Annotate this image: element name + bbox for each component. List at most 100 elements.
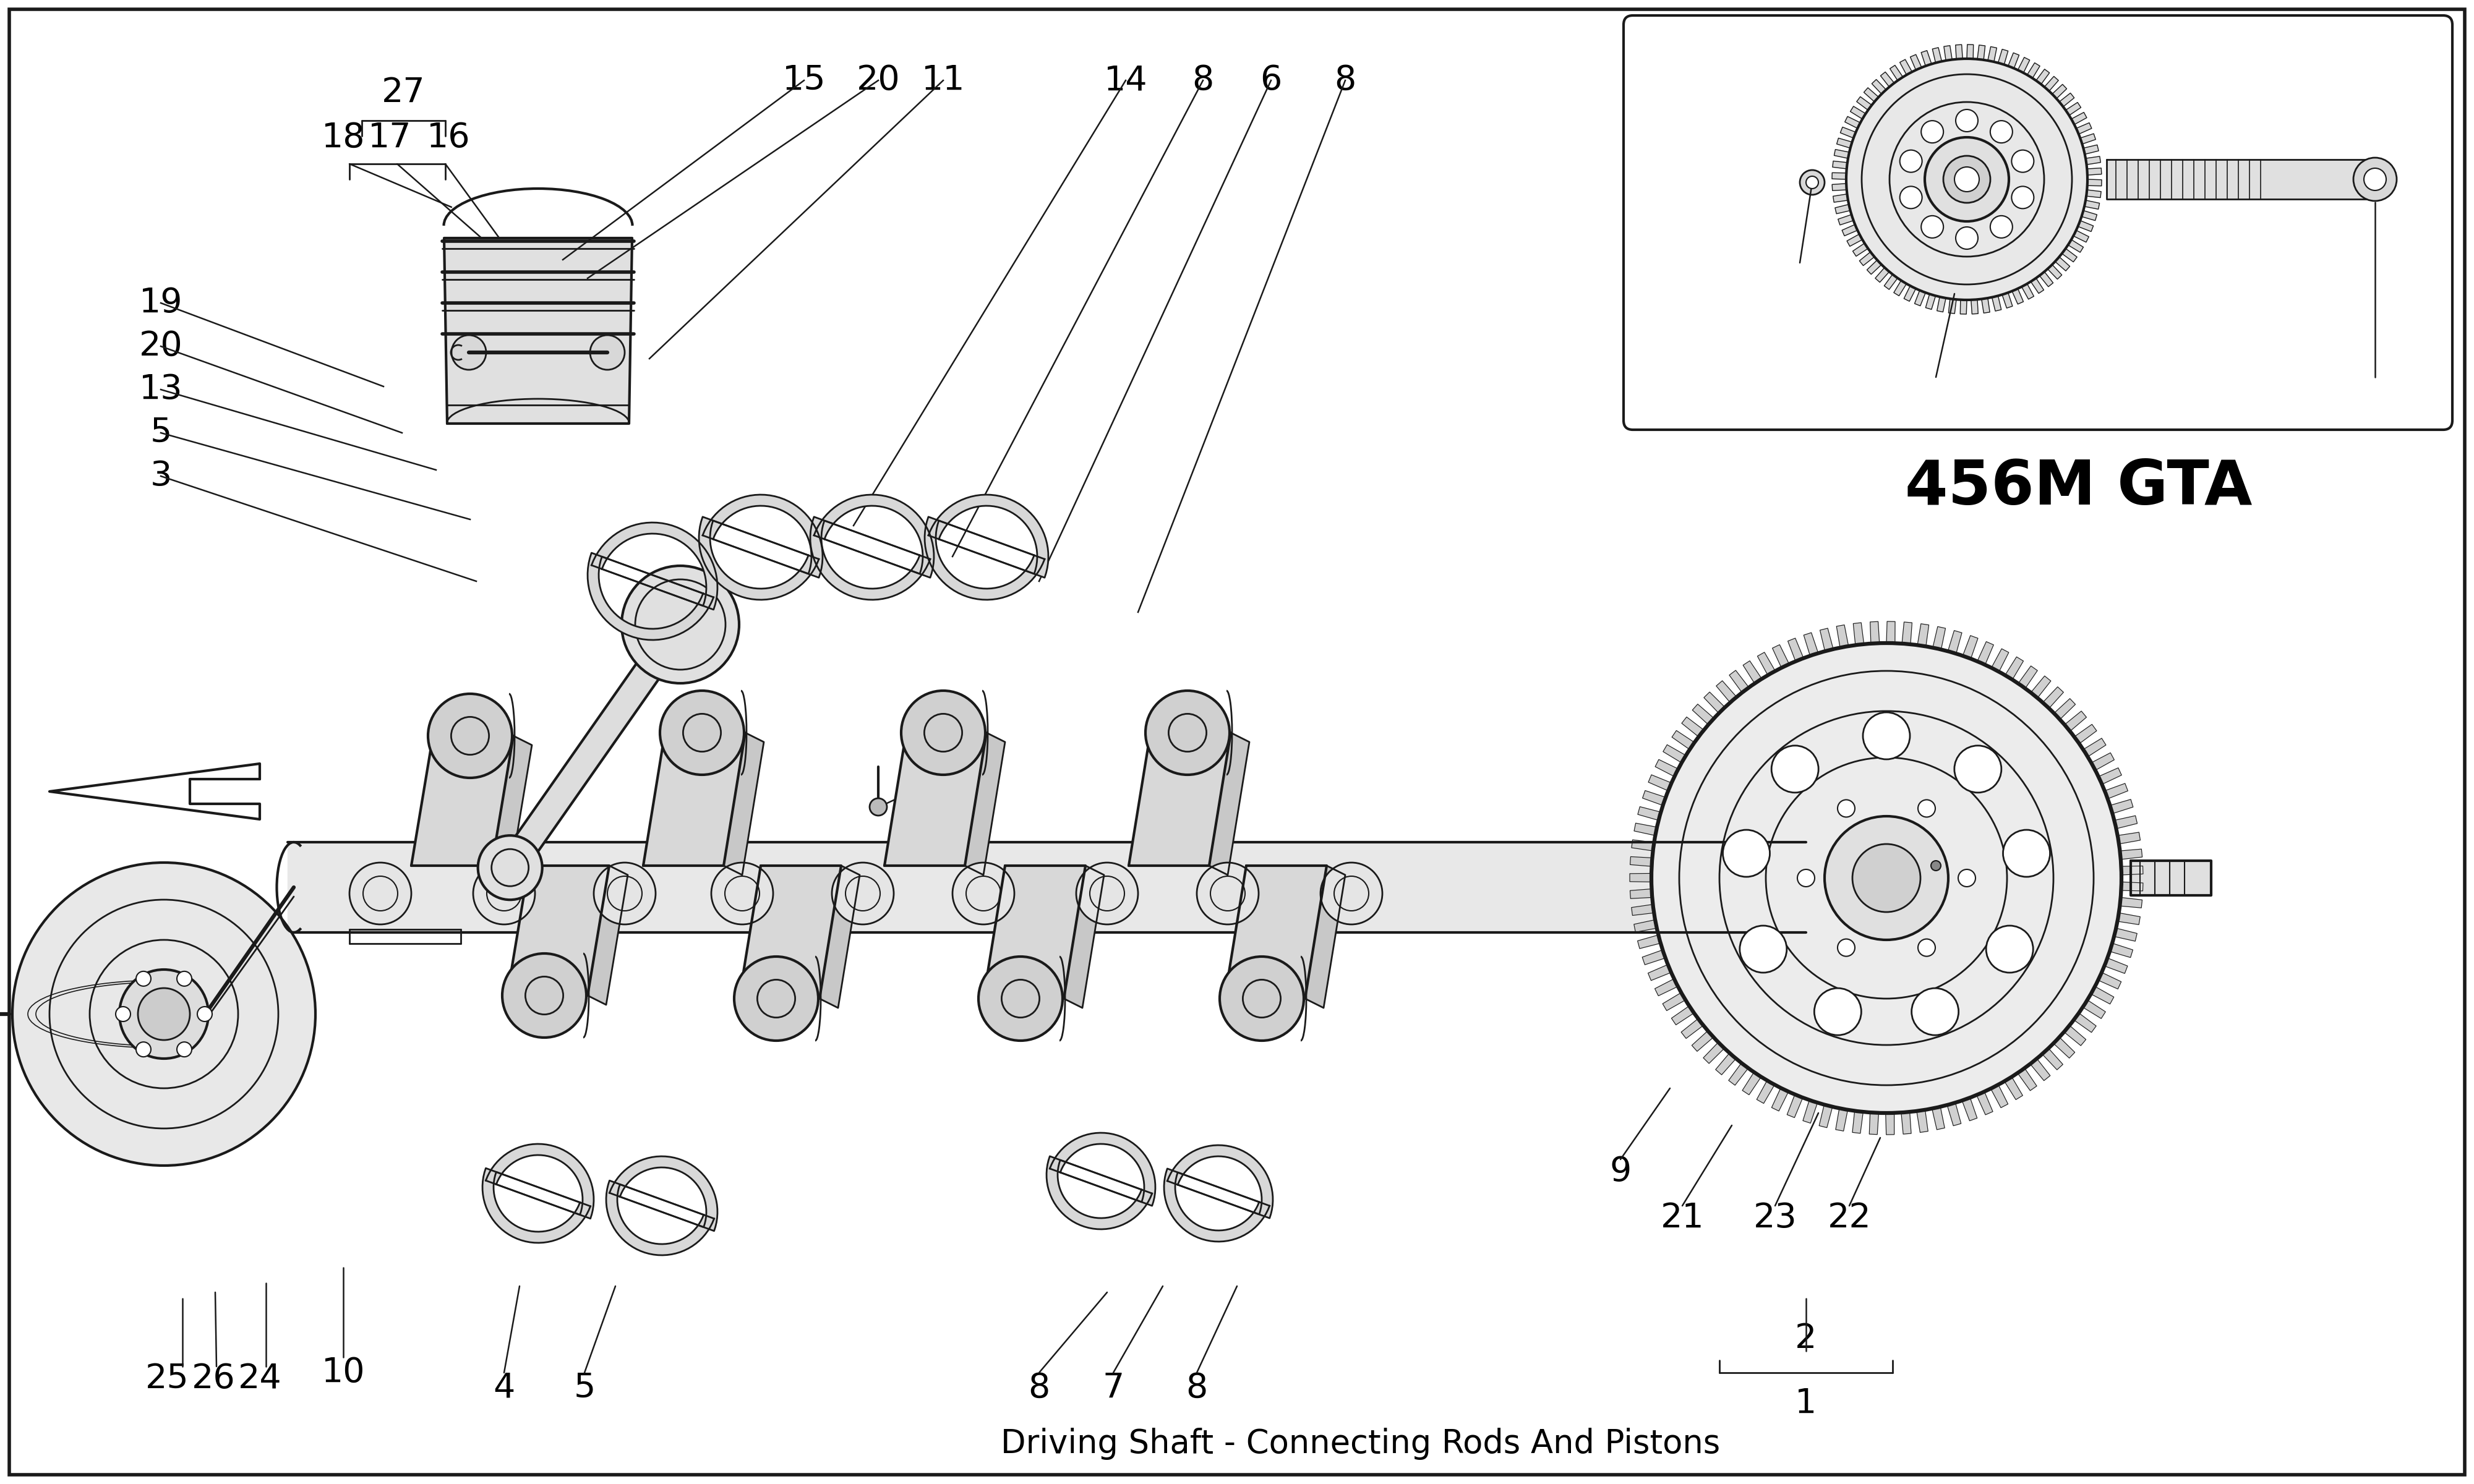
Circle shape: [735, 957, 819, 1040]
Polygon shape: [1873, 80, 1885, 93]
Text: 15: 15: [782, 64, 826, 96]
Text: 4: 4: [492, 1371, 515, 1405]
Polygon shape: [2086, 190, 2100, 197]
Polygon shape: [2031, 278, 2044, 294]
Polygon shape: [1947, 631, 1962, 653]
Polygon shape: [985, 865, 1086, 999]
Polygon shape: [2019, 666, 2039, 689]
Circle shape: [1959, 870, 1974, 886]
Circle shape: [1826, 816, 1950, 939]
Text: 7: 7: [1103, 1371, 1123, 1405]
Polygon shape: [2036, 70, 2048, 85]
Polygon shape: [1838, 215, 1853, 226]
Polygon shape: [2004, 657, 2024, 680]
Polygon shape: [2110, 944, 2133, 957]
Polygon shape: [1992, 1085, 2009, 1107]
Circle shape: [1076, 862, 1138, 925]
Text: 25: 25: [146, 1362, 188, 1395]
Circle shape: [1987, 926, 2034, 972]
Text: 19: 19: [139, 286, 183, 319]
Polygon shape: [2105, 784, 2128, 798]
Circle shape: [1801, 171, 1826, 194]
Text: 27: 27: [381, 76, 426, 110]
Polygon shape: [2071, 113, 2086, 125]
Polygon shape: [2115, 816, 2138, 828]
Polygon shape: [2118, 833, 2140, 844]
Polygon shape: [1633, 920, 1658, 932]
Polygon shape: [445, 237, 633, 423]
Polygon shape: [1846, 116, 1860, 128]
Polygon shape: [2083, 738, 2105, 757]
Polygon shape: [1860, 252, 1875, 266]
Polygon shape: [1225, 865, 1326, 999]
Polygon shape: [2073, 230, 2088, 242]
Circle shape: [2011, 187, 2034, 209]
Polygon shape: [2083, 145, 2098, 154]
Circle shape: [901, 690, 985, 775]
Polygon shape: [1692, 1031, 1714, 1051]
Text: 21: 21: [1915, 370, 1957, 404]
Polygon shape: [1848, 234, 1863, 246]
Polygon shape: [1977, 1092, 1992, 1114]
Polygon shape: [2073, 724, 2095, 743]
Polygon shape: [1064, 865, 1103, 1008]
Polygon shape: [2091, 752, 2115, 770]
Polygon shape: [2068, 239, 2083, 252]
Polygon shape: [1917, 623, 1930, 647]
Polygon shape: [1932, 1107, 1945, 1129]
Polygon shape: [925, 516, 1044, 600]
Polygon shape: [819, 865, 861, 1008]
Circle shape: [116, 1006, 131, 1021]
Circle shape: [1853, 844, 1920, 913]
Polygon shape: [485, 1144, 594, 1218]
Text: 26: 26: [190, 1362, 235, 1395]
Polygon shape: [1804, 632, 1818, 656]
Circle shape: [952, 862, 1014, 925]
Text: 8: 8: [1029, 1371, 1049, 1405]
Polygon shape: [2009, 53, 2019, 68]
Polygon shape: [1742, 1071, 1761, 1095]
Polygon shape: [1744, 660, 1761, 684]
Text: 1: 1: [1796, 1388, 1816, 1420]
Polygon shape: [2011, 288, 2024, 304]
FancyBboxPatch shape: [1623, 15, 2452, 430]
Polygon shape: [1648, 775, 1672, 791]
Polygon shape: [482, 1168, 591, 1242]
Circle shape: [871, 798, 886, 816]
Polygon shape: [1937, 297, 1947, 312]
Polygon shape: [1786, 1094, 1804, 1117]
Circle shape: [1813, 988, 1860, 1036]
Circle shape: [594, 862, 656, 925]
Polygon shape: [591, 522, 717, 610]
Polygon shape: [643, 733, 745, 865]
Text: 456M GTA: 456M GTA: [1905, 457, 2251, 518]
Circle shape: [119, 969, 208, 1058]
Circle shape: [1771, 745, 1818, 792]
Polygon shape: [1885, 275, 1898, 289]
Polygon shape: [2019, 58, 2029, 73]
Circle shape: [1925, 137, 2009, 221]
Circle shape: [1989, 215, 2011, 237]
Polygon shape: [2048, 264, 2061, 279]
Polygon shape: [811, 516, 930, 600]
Polygon shape: [1833, 194, 1848, 202]
Circle shape: [1945, 156, 1989, 203]
Circle shape: [136, 1042, 151, 1057]
Polygon shape: [1977, 45, 1984, 59]
Circle shape: [1197, 862, 1259, 925]
Polygon shape: [2063, 1025, 2086, 1046]
Polygon shape: [1880, 71, 1895, 88]
Polygon shape: [1682, 717, 1705, 736]
Polygon shape: [1672, 730, 1695, 749]
Polygon shape: [1982, 298, 1989, 313]
Polygon shape: [2120, 867, 2142, 876]
Polygon shape: [1672, 1006, 1695, 1025]
Polygon shape: [2051, 85, 2066, 98]
Polygon shape: [2098, 767, 2123, 785]
Text: 18: 18: [322, 122, 366, 154]
Polygon shape: [49, 764, 260, 819]
Text: 8: 8: [1333, 64, 1356, 96]
Polygon shape: [1925, 294, 1935, 309]
Polygon shape: [1836, 1109, 1848, 1131]
Polygon shape: [492, 736, 532, 876]
